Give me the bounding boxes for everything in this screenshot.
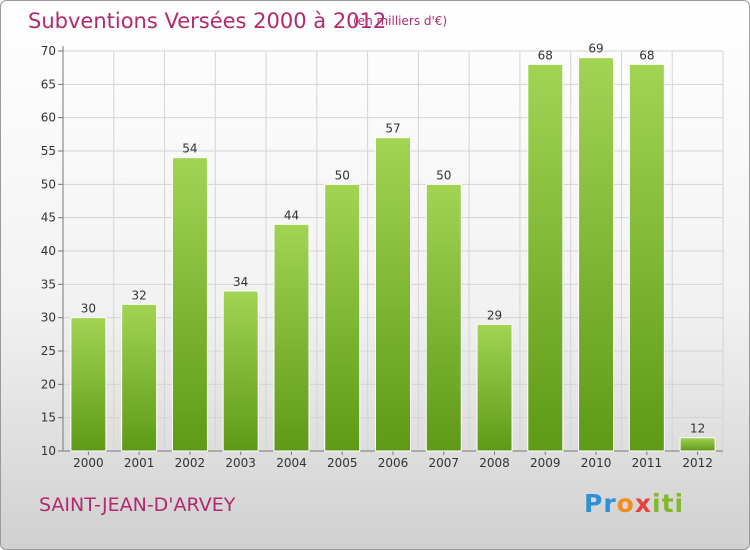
value-label: 68 — [639, 48, 654, 62]
bar-2009 — [527, 63, 564, 452]
proxiti-logo[interactable]: Proxiti — [584, 489, 684, 518]
bar-2010 — [578, 57, 615, 452]
logo-letter: i — [652, 489, 662, 518]
y-tick-label: 20 — [41, 377, 56, 391]
bar-2006 — [375, 137, 411, 452]
bar-2012 — [679, 437, 716, 452]
y-tick-label: 15 — [41, 411, 56, 425]
x-tick-label: 2008 — [479, 456, 510, 470]
x-tick-label: 2004 — [276, 456, 307, 470]
bar-2000 — [70, 317, 107, 452]
bar-2002 — [171, 157, 208, 452]
bar-2011 — [628, 63, 665, 452]
x-tick-label: 2003 — [225, 456, 256, 470]
value-label: 44 — [284, 208, 299, 222]
logo-letter: i — [674, 489, 685, 518]
y-tick-label: 45 — [41, 211, 56, 225]
y-tick-label: 25 — [41, 344, 56, 358]
bar-2008 — [476, 323, 513, 452]
value-label: 69 — [588, 42, 603, 56]
x-tick-label: 2005 — [327, 456, 358, 470]
bar-2005 — [324, 183, 361, 452]
bar-2007 — [425, 183, 462, 452]
chart-title: Subventions Versées 2000 à 2012 — [28, 9, 387, 33]
value-label: 57 — [385, 122, 400, 136]
bars — [70, 57, 716, 452]
y-tick-label: 65 — [41, 77, 56, 91]
value-label: 68 — [538, 48, 553, 62]
x-tick-label: 2002 — [175, 456, 206, 470]
value-label: 50 — [335, 168, 350, 182]
value-label: 32 — [132, 288, 147, 302]
y-tick-label: 70 — [41, 44, 56, 58]
logo-letter: x — [634, 489, 652, 518]
value-label: 54 — [182, 142, 197, 156]
logo-letter: r — [603, 489, 617, 518]
y-tick-label: 40 — [41, 244, 56, 258]
value-label: 12 — [690, 422, 705, 436]
value-label: 34 — [233, 275, 248, 289]
x-tick-label: 2006 — [378, 456, 409, 470]
bar-2003 — [222, 290, 259, 452]
value-label: 30 — [81, 302, 96, 316]
logo-letter: t — [661, 489, 675, 518]
value-label: 29 — [487, 308, 502, 322]
y-tick-label: 60 — [41, 111, 56, 125]
x-tick-label: 2011 — [632, 456, 663, 470]
logo-letter: P — [584, 489, 604, 518]
x-tick-label: 2001 — [124, 456, 155, 470]
y-tick-label: 10 — [41, 444, 56, 458]
labels: 30 2000 32 2001 54 2002 34 2003 44 2004 50 2005 57 20… — [73, 42, 713, 470]
x-tick-label: 2010 — [581, 456, 612, 470]
y-tick-label: 30 — [41, 311, 56, 325]
x-tick-label: 2012 — [682, 456, 713, 470]
x-tick-label: 2007 — [428, 456, 459, 470]
y-tick-label: 55 — [41, 144, 56, 158]
unit-note: (en milliers d'€) — [353, 14, 448, 28]
bar-2001 — [121, 303, 158, 452]
x-tick-label: 2009 — [530, 456, 561, 470]
y-tick-label: 35 — [41, 277, 56, 291]
place-name: SAINT-JEAN-D'ARVEY — [39, 494, 236, 516]
bar-2004 — [273, 223, 310, 452]
x-tick-label: 2000 — [73, 456, 104, 470]
value-label: 50 — [436, 168, 451, 182]
logo-letter: o — [616, 489, 635, 518]
y-tick-label: 50 — [41, 177, 56, 191]
